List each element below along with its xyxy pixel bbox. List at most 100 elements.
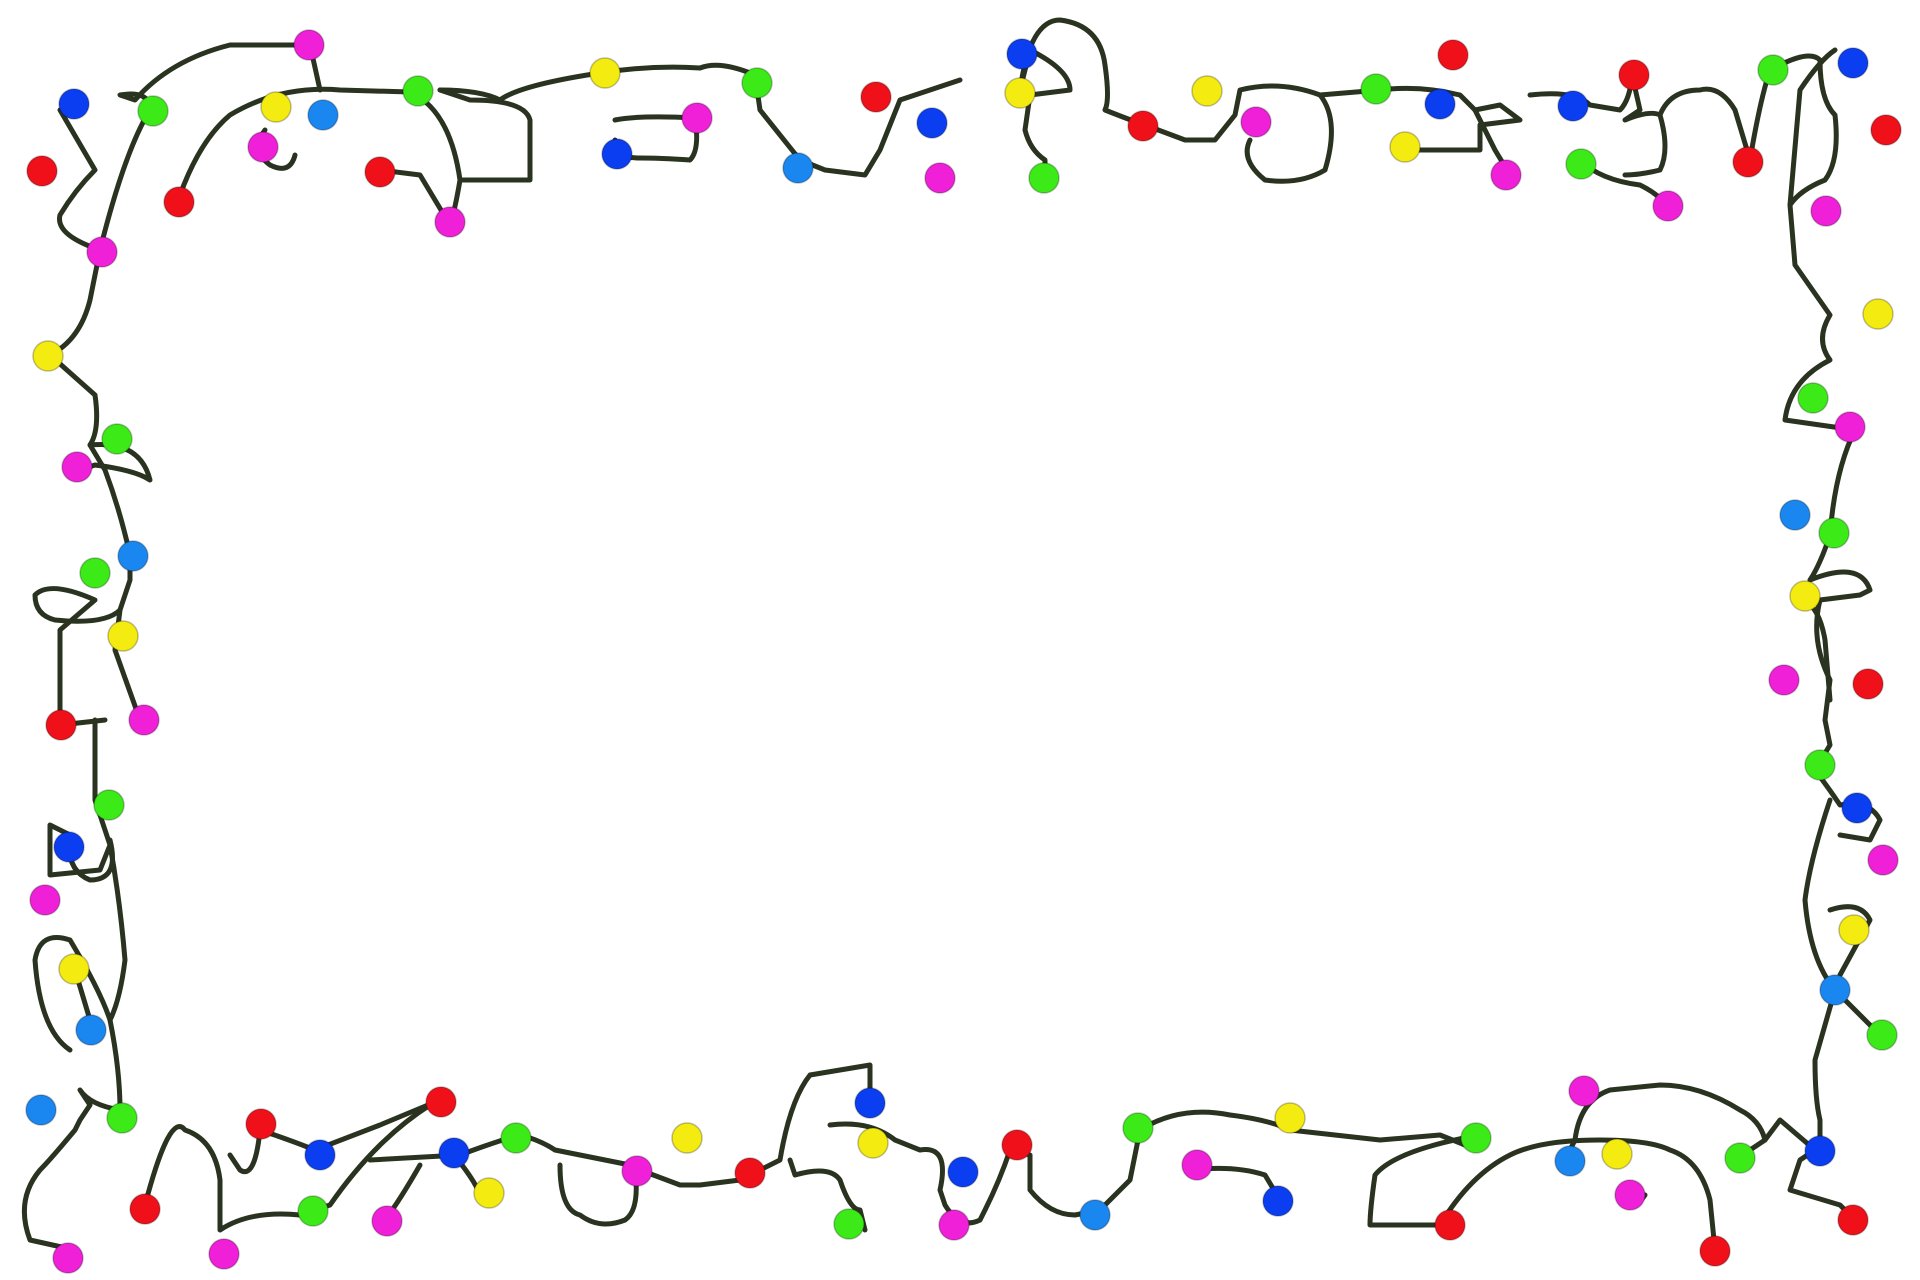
light-bulb-yellow — [107, 620, 139, 652]
light-bulb-magenta — [86, 236, 118, 268]
light-bulb-red — [425, 1086, 457, 1118]
light-bulb-magenta — [293, 29, 325, 61]
light-bulb-green — [1866, 1019, 1898, 1051]
light-bulb-yellow — [1191, 75, 1223, 107]
wire-segment — [1137, 1109, 1483, 1148]
light-bulb-green — [833, 1208, 865, 1240]
light-bulb-green — [137, 95, 169, 127]
light-bulb-green — [1818, 517, 1850, 549]
wire-segment — [142, 1102, 433, 1233]
light-bulb-blue — [1262, 1185, 1294, 1217]
light-bulb-green — [1724, 1142, 1756, 1174]
light-bulb-red — [1434, 1209, 1466, 1241]
light-bulb-sky-blue — [307, 99, 339, 131]
light-bulb-blue — [947, 1156, 979, 1188]
light-bulb-green — [1757, 54, 1789, 86]
light-bulb-green — [500, 1122, 532, 1154]
light-bulb-green — [402, 75, 434, 107]
light-bulb-yellow — [1601, 1138, 1633, 1170]
light-bulb-yellow — [32, 340, 64, 372]
light-bulb-magenta — [52, 1242, 84, 1274]
wire-segment — [177, 86, 463, 228]
light-bulb-red — [734, 1157, 766, 1189]
light-bulb-green — [93, 789, 125, 821]
light-bulb-sky-blue — [782, 152, 814, 184]
light-bulb-magenta — [1768, 664, 1800, 696]
light-bulb-yellow — [671, 1122, 703, 1154]
wire-segment — [1812, 987, 1838, 1153]
wire-segment — [47, 107, 153, 483]
light-bulb-red — [1437, 39, 1469, 71]
light-bulb-green — [1122, 1112, 1154, 1144]
light-bulb-red — [45, 709, 77, 741]
light-bulb-blue — [854, 1087, 886, 1119]
light-bulb-red — [1001, 1129, 1033, 1161]
light-bulb-blue — [916, 107, 948, 139]
wire-segment — [1762, 1117, 1858, 1223]
light-bulb-magenta — [1652, 190, 1684, 222]
light-bulb-green — [106, 1102, 138, 1134]
light-bulb-magenta — [1867, 844, 1899, 876]
light-bulb-yellow — [1389, 131, 1421, 163]
light-bulb-green — [1460, 1122, 1492, 1154]
wire-segment — [21, 1017, 123, 1253]
light-bulb-yellow — [589, 57, 621, 89]
light-bulb-green — [1804, 749, 1836, 781]
light-bulb-blue — [1557, 90, 1589, 122]
wire-segment — [1017, 17, 1334, 184]
light-bulb-green — [101, 423, 133, 455]
wire-segment — [1802, 797, 1878, 1033]
light-bulb-magenta — [371, 1205, 403, 1237]
light-bulb-yellow — [1838, 914, 1870, 946]
light-bulb-blue — [53, 831, 85, 863]
wire-segment — [1622, 112, 1668, 178]
light-bulb-red — [1852, 668, 1884, 700]
light-bulb-sky-blue — [1779, 499, 1811, 531]
light-bulb-magenta — [1240, 106, 1272, 138]
light-bulb-red — [245, 1108, 277, 1140]
light-bulb-blue — [1841, 792, 1873, 824]
light-bulb-blue — [58, 88, 90, 120]
light-bulb-yellow — [260, 91, 292, 123]
light-bulb-magenta — [621, 1155, 653, 1187]
light-bulb-red — [129, 1193, 161, 1225]
light-bulb-magenta — [1614, 1179, 1646, 1211]
light-bulb-green — [1028, 162, 1060, 194]
light-bulb-sky-blue — [1554, 1145, 1586, 1177]
light-bulbs — [25, 29, 1902, 1274]
light-bulb-blue — [438, 1137, 470, 1169]
light-bulb-red — [1837, 1204, 1869, 1236]
light-bulb-red — [1732, 146, 1764, 178]
light-bulb-green — [1565, 148, 1597, 180]
wire-segment — [1827, 904, 1873, 978]
wire-segment — [32, 842, 128, 1053]
wire-segment — [437, 87, 533, 183]
light-bulb-red — [1618, 59, 1650, 91]
light-bulb-blue — [1837, 47, 1869, 79]
light-bulb-magenta — [681, 102, 713, 134]
wire-segment — [1017, 47, 1073, 183]
light-bulb-magenta — [924, 162, 956, 194]
light-bulb-magenta — [1490, 159, 1522, 191]
light-bulb-red — [364, 156, 396, 188]
wire-segment — [32, 442, 133, 728]
light-bulb-yellow — [1862, 298, 1894, 330]
light-bulb-sky-blue — [75, 1014, 107, 1046]
wire-segment — [1787, 47, 1838, 208]
light-bulb-magenta — [938, 1209, 970, 1241]
light-bulb-magenta — [61, 451, 93, 483]
light-bulb-red — [1699, 1235, 1731, 1267]
light-bulb-yellow — [58, 953, 90, 985]
light-bulb-green — [79, 557, 111, 589]
wire-segment — [1367, 1132, 1483, 1228]
light-bulb-red — [1127, 110, 1159, 142]
wire-segment — [557, 1162, 639, 1227]
light-bulb-yellow — [1274, 1102, 1306, 1134]
light-bulb-sky-blue — [117, 540, 149, 572]
light-bulb-sky-blue — [1079, 1199, 1111, 1231]
light-bulb-magenta — [29, 884, 61, 916]
light-string-wires — [21, 17, 1883, 1253]
wire-segment — [97, 42, 323, 253]
light-bulb-sky-blue — [25, 1094, 57, 1126]
